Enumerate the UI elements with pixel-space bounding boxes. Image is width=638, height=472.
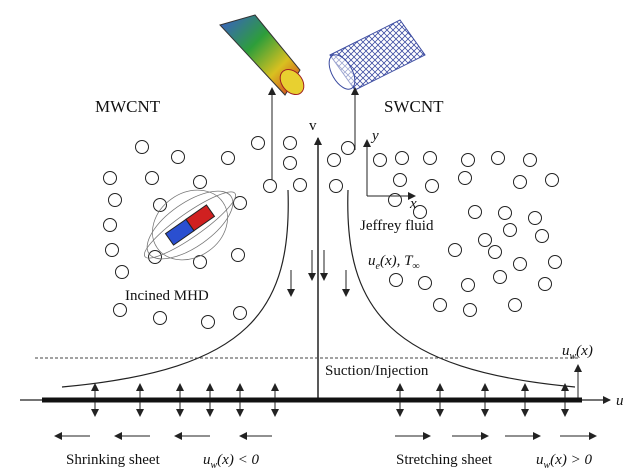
particle — [221, 151, 235, 165]
particle — [538, 277, 552, 291]
particle — [233, 306, 247, 320]
mwcnt-image — [219, 14, 305, 96]
streamline — [61, 189, 289, 388]
magnet — [144, 189, 236, 261]
stretching-label: Stretching sheet — [396, 452, 493, 468]
particle — [461, 153, 475, 167]
particle — [513, 257, 527, 271]
particle — [425, 179, 439, 193]
v-label: v — [309, 118, 317, 134]
swcnt-label: SWCNT — [384, 97, 444, 116]
particle — [153, 198, 167, 212]
particle — [513, 175, 527, 189]
particle — [545, 173, 559, 187]
particle — [488, 245, 502, 259]
particle — [468, 205, 482, 219]
particle — [528, 211, 542, 225]
swcnt-image — [328, 19, 426, 91]
particle — [503, 223, 517, 237]
particle — [493, 270, 507, 284]
particle — [395, 151, 409, 165]
particle — [461, 278, 475, 292]
uw-label: uw(x) — [562, 343, 593, 362]
particle — [491, 151, 505, 165]
particle — [535, 229, 549, 243]
particle — [523, 153, 537, 167]
particle — [201, 315, 215, 329]
uw-neg-label: uw(x) < 0 — [203, 452, 259, 471]
particle — [389, 273, 403, 287]
streamline — [347, 189, 576, 388]
particle — [103, 218, 117, 232]
particle — [413, 205, 427, 219]
particle — [478, 233, 492, 247]
particle — [113, 303, 127, 317]
particle — [283, 156, 297, 170]
particle — [233, 196, 247, 210]
particle — [548, 255, 562, 269]
particle — [103, 171, 117, 185]
y-label: y — [370, 128, 379, 144]
mhd-label: Incined MHD — [125, 288, 209, 304]
particle — [423, 151, 437, 165]
particle — [153, 311, 167, 325]
mwcnt-label: MWCNT — [95, 97, 161, 116]
particle — [508, 298, 522, 312]
particle — [433, 298, 447, 312]
particle — [115, 265, 129, 279]
particle — [193, 175, 207, 189]
particle — [105, 243, 119, 257]
particle — [231, 248, 245, 262]
particle — [108, 193, 122, 207]
particle — [145, 171, 159, 185]
particle — [263, 179, 277, 193]
particle — [171, 150, 185, 164]
particle — [283, 136, 297, 150]
particle — [135, 140, 149, 154]
shrinking-label: Shrinking sheet — [66, 452, 161, 468]
particle — [448, 243, 462, 257]
particle — [329, 179, 343, 193]
sheet-arrows — [54, 383, 597, 440]
particle — [341, 141, 355, 155]
particle — [327, 153, 341, 167]
particle — [293, 178, 307, 192]
particles — [103, 136, 562, 329]
particle — [393, 173, 407, 187]
particle — [388, 193, 402, 207]
u-label: u — [616, 393, 624, 409]
jeffrey-label: Jeffrey fluid — [360, 218, 434, 234]
particle — [251, 136, 265, 150]
particle — [458, 171, 472, 185]
particle — [463, 303, 477, 317]
particle — [418, 276, 432, 290]
x-label: x — [409, 196, 417, 212]
suction-label: Suction/Injection — [325, 363, 429, 379]
particle — [193, 255, 207, 269]
uw-pos-label: uw(x) > 0 — [536, 452, 592, 471]
ue-label: ue(x), T∞ — [368, 253, 420, 272]
particle — [373, 153, 387, 167]
particle — [498, 206, 512, 220]
